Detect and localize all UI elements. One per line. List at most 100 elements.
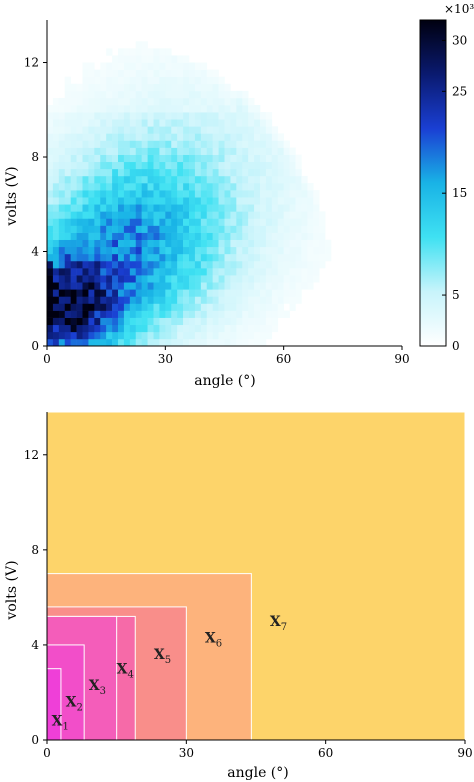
heatmap-cell xyxy=(47,218,54,226)
heatmap-cell xyxy=(58,268,66,276)
heatmap-cell xyxy=(47,317,54,326)
heatmap-cell xyxy=(271,282,279,290)
heatmap-cell xyxy=(265,289,273,297)
heatmap-cell xyxy=(165,225,172,233)
heatmap-cell xyxy=(206,331,213,340)
heatmap-cell xyxy=(236,324,243,333)
heatmap-cell xyxy=(206,126,213,134)
heatmap-cell xyxy=(206,154,213,163)
heatmap-cell xyxy=(283,232,290,240)
heatmap-cell xyxy=(153,331,160,340)
heatmap-cell xyxy=(194,133,202,141)
heatmap-cell xyxy=(94,69,101,77)
heatmap-cell xyxy=(82,282,89,290)
heatmap-cell xyxy=(153,183,160,191)
heatmap-cell xyxy=(230,154,237,163)
heatmap-cell xyxy=(47,282,54,290)
heatmap-cell xyxy=(94,310,101,318)
heatmap-cell xyxy=(52,324,60,333)
heatmap-cell xyxy=(218,324,225,333)
heatmap-cell xyxy=(230,90,237,99)
heatmap-cell xyxy=(236,296,243,304)
heatmap-cell xyxy=(118,62,125,70)
heatmap-cell xyxy=(159,268,166,276)
heatmap-cell xyxy=(260,190,267,198)
heatmap-cell xyxy=(177,69,184,77)
heatmap-cell xyxy=(135,112,142,120)
heatmap-cell xyxy=(260,126,267,134)
heatmap-cell xyxy=(206,147,213,155)
heatmap-cell xyxy=(58,133,66,141)
heatmap-cell xyxy=(94,97,101,106)
heatmap-cell xyxy=(206,183,213,191)
heatmap-cell xyxy=(177,204,184,212)
heatmap-cell xyxy=(70,239,77,248)
heatmap-cell xyxy=(189,296,196,304)
heatmap-cell xyxy=(100,310,107,318)
heatmap-cell xyxy=(123,253,131,262)
heatmap-cell xyxy=(118,175,125,184)
heatmap-cell xyxy=(100,69,107,77)
heatmap-cell xyxy=(118,324,125,333)
heatmap-cell xyxy=(88,69,95,77)
heatmap-cell xyxy=(295,225,302,233)
heatmap-cell xyxy=(230,183,237,191)
heatmap-cell xyxy=(147,126,154,134)
heatmap-cell xyxy=(141,253,148,262)
heatmap-cell xyxy=(153,119,160,127)
heatmap-cell xyxy=(248,133,255,141)
heatmap-cell xyxy=(230,119,237,127)
heatmap-cell xyxy=(183,147,190,155)
heatmap-cell xyxy=(307,253,314,262)
heatmap-cell xyxy=(260,303,267,311)
heatmap-cell xyxy=(123,338,131,347)
heatmap-cell xyxy=(283,268,290,276)
heatmap-cell xyxy=(295,154,302,163)
heatmap-cell xyxy=(265,296,273,304)
heatmap-cell xyxy=(194,140,202,148)
heatmap-cell xyxy=(212,97,219,106)
heatmap-cell xyxy=(260,246,267,255)
heatmap-cell xyxy=(236,260,243,269)
heatmap-cell xyxy=(82,62,89,70)
heatmap-cell xyxy=(177,147,184,155)
heatmap-cell xyxy=(260,225,267,233)
heatmap-cell xyxy=(189,239,196,248)
heatmap-cell xyxy=(194,161,202,170)
heatmap-cell xyxy=(135,225,142,233)
heatmap-cell xyxy=(254,190,261,198)
heatmap-cell xyxy=(283,140,290,148)
heatmap-cell xyxy=(47,239,54,248)
heatmap-cell xyxy=(129,140,137,148)
heatmap-cell xyxy=(277,310,284,318)
heatmap-cell xyxy=(112,105,119,113)
heatmap-cell xyxy=(242,317,249,326)
heatmap-cell xyxy=(82,197,89,205)
heatmap-cell xyxy=(159,147,166,155)
heatmap-cell xyxy=(277,168,284,177)
heatmap-cell xyxy=(260,324,267,333)
heatmap-cell xyxy=(254,275,261,283)
heatmap-cell xyxy=(123,48,131,56)
heatmap-cell xyxy=(325,253,332,262)
heatmap-cell xyxy=(52,197,60,205)
heatmap-cell xyxy=(236,168,243,177)
heatmap-cell xyxy=(76,211,83,219)
heatmap-cell xyxy=(313,260,320,269)
heatmap-cell xyxy=(307,225,314,233)
heatmap-cell xyxy=(301,225,308,233)
heatmap-cell xyxy=(165,147,172,155)
heatmap-cell xyxy=(254,133,261,141)
heatmap-cell xyxy=(76,239,83,248)
heatmap-cell xyxy=(212,112,219,120)
heatmap-cell xyxy=(271,133,279,141)
heatmap-cell xyxy=(129,175,137,184)
heatmap-cell xyxy=(153,97,160,106)
heatmap-cell xyxy=(58,225,66,233)
heatmap-cell xyxy=(118,282,125,290)
heatmap-cell xyxy=(82,112,89,120)
heatmap-cell xyxy=(194,296,202,304)
heatmap-cell xyxy=(106,140,113,148)
heatmap-cell xyxy=(260,253,267,262)
heatmap-cell xyxy=(230,239,237,248)
